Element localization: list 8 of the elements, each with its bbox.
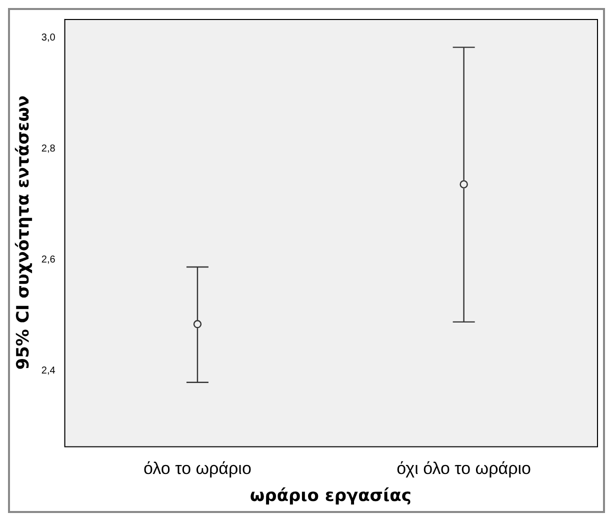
y-axis-title: 95% CI συχνότητα εντάσεων	[14, 95, 34, 370]
y-tick-label: 3,0	[41, 32, 56, 44]
x-axis-title: ωράριο εργασίας	[250, 486, 412, 506]
x-tick-label: όλο το ωράριο	[144, 459, 252, 478]
x-tick-label: όχι όλο το ωράριο	[396, 459, 531, 478]
y-tick-label: 2,8	[41, 144, 56, 155]
y-tick-label: 2,6	[41, 254, 56, 266]
y-tick-label: 2,4	[41, 365, 56, 376]
